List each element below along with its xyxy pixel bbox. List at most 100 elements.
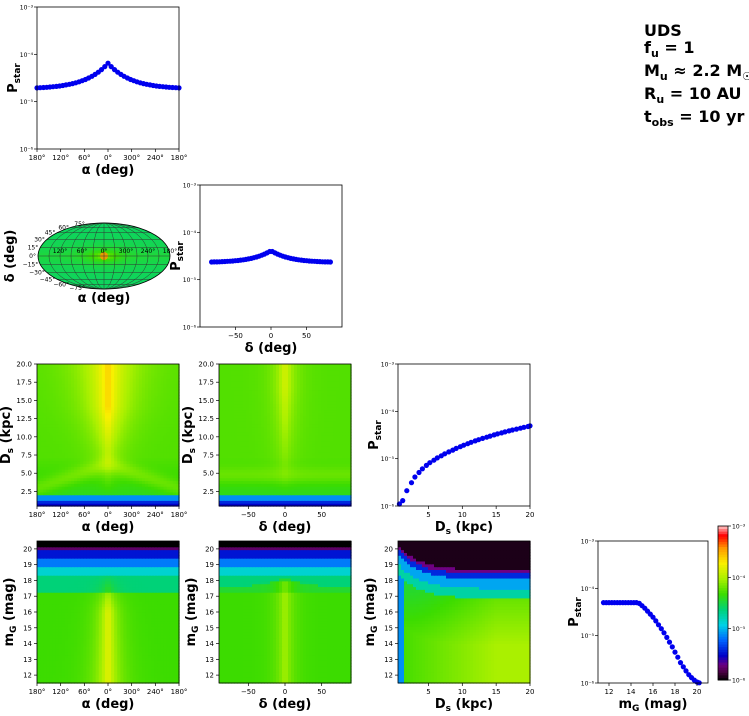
heatmap-cell: [95, 469, 100, 473]
heatmap-cell: [98, 247, 102, 251]
heatmap-cell: [92, 466, 97, 470]
heatmap-cell: [70, 500, 75, 504]
heatmap-cell: [62, 250, 66, 254]
heatmap-cell: [95, 256, 99, 260]
heatmap-cell: [161, 256, 165, 260]
heatmap-cell: [74, 446, 78, 450]
heatmap-cell: [104, 245, 108, 249]
heatmap-cell: [154, 466, 158, 470]
heatmap-cell: [163, 503, 168, 507]
heatmap-cell: [37, 435, 41, 439]
heatmap-cell: [158, 250, 162, 254]
heatmap-cell: [49, 488, 54, 493]
heatmap-cell: [83, 261, 87, 265]
heatmap-cell: [123, 494, 128, 499]
heatmap-cell: [65, 264, 69, 268]
heatmap-cell: [163, 463, 168, 467]
heatmap-cell: [149, 245, 153, 249]
heatmap-cell: [166, 449, 171, 453]
heatmap-cell: [74, 242, 78, 246]
heatmap-cell: [129, 437, 134, 442]
heatmap-cell: [74, 239, 78, 243]
heatmap-cell: [154, 463, 158, 467]
heatmap-cell: [68, 272, 72, 276]
heatmap-cell: [64, 474, 69, 479]
heatmap-cell: [92, 494, 97, 499]
heatmap-cell: [47, 236, 51, 240]
heatmap-cell: [166, 500, 171, 504]
heatmap-cell: [64, 486, 69, 490]
heatmap-cell: [107, 247, 111, 251]
heatmap-cell: [86, 437, 91, 442]
heatmap-cell: [68, 253, 72, 257]
heatmap-cell: [104, 469, 109, 473]
heatmap-cell: [89, 466, 94, 470]
heatmap-cell: [149, 239, 153, 243]
heatmap-cell: [44, 256, 48, 260]
heatmap-cell: [92, 245, 96, 249]
heatmap-cell: [143, 264, 147, 268]
heatmap-cell: [160, 463, 165, 467]
heatmap-cell: [145, 440, 149, 445]
heatmap-cell: [129, 471, 134, 476]
heatmap-cell: [86, 275, 90, 279]
heatmap-cell: [46, 460, 50, 464]
heatmap-cell: [163, 449, 168, 453]
heatmap-cell: [111, 471, 115, 476]
heatmap-cell: [50, 267, 54, 271]
heatmap-cell: [83, 491, 87, 496]
heatmap-cell: [161, 283, 165, 287]
heatmap-cell: [145, 477, 149, 482]
heatmap-cell: [89, 469, 94, 473]
heatmap-cell: [175, 471, 180, 476]
heatmap-cell: [155, 261, 159, 265]
heatmap-cell: [80, 280, 84, 284]
heatmap-cell: [95, 245, 99, 249]
heatmap-cell: [157, 486, 162, 490]
heatmap-cell: [101, 503, 106, 507]
heatmap-cell: [40, 460, 44, 464]
heatmap-cell: [46, 440, 50, 445]
heatmap-cell: [43, 463, 47, 467]
heatmap-cell: [148, 435, 152, 439]
heatmap-cell: [89, 457, 94, 462]
heatmap-cell: [110, 275, 114, 279]
heatmap-cell: [131, 247, 135, 251]
heatmap-cell: [154, 474, 158, 479]
heatmap-cell: [95, 278, 99, 282]
heatmap-cell: [145, 471, 149, 476]
heatmap-cell: [157, 446, 162, 450]
heatmap-cell: [83, 253, 87, 257]
heatmap-cell: [89, 435, 94, 439]
heatmap-cell: [166, 454, 171, 459]
heatmap-cell: [151, 449, 155, 453]
heatmap-cell: [125, 250, 129, 254]
heatmap-cell: [160, 454, 165, 459]
heatmap-cell: [49, 437, 54, 442]
heatmap-cell: [126, 454, 131, 459]
heatmap-cell: [132, 466, 137, 470]
heatmap-cell: [108, 491, 112, 496]
heatmap-cell: [126, 440, 131, 445]
heatmap-cell: [71, 258, 75, 262]
heatmap-cell: [169, 503, 174, 507]
heatmap-cell: [68, 242, 72, 246]
heatmap-cell: [163, 480, 168, 484]
heatmap-cell: [98, 258, 102, 262]
heatmap-cell: [89, 486, 94, 490]
heatmap-cell: [132, 454, 137, 459]
heatmap-cell: [151, 480, 155, 484]
heatmap-cell: [104, 283, 108, 287]
heatmap-cell: [53, 250, 57, 254]
heatmap-cell: [80, 283, 84, 287]
heatmap-cell: [119, 247, 123, 251]
heatmap-cell: [86, 477, 91, 482]
heatmap-cell: [49, 466, 54, 470]
heatmap-cell: [77, 494, 81, 499]
heatmap-cell: [53, 272, 57, 276]
heatmap-cell: [59, 236, 63, 240]
heatmap-cell: [128, 245, 132, 249]
heatmap-cell: [129, 474, 134, 479]
heatmap-cell: [140, 258, 144, 262]
heatmap-cell: [172, 480, 177, 484]
